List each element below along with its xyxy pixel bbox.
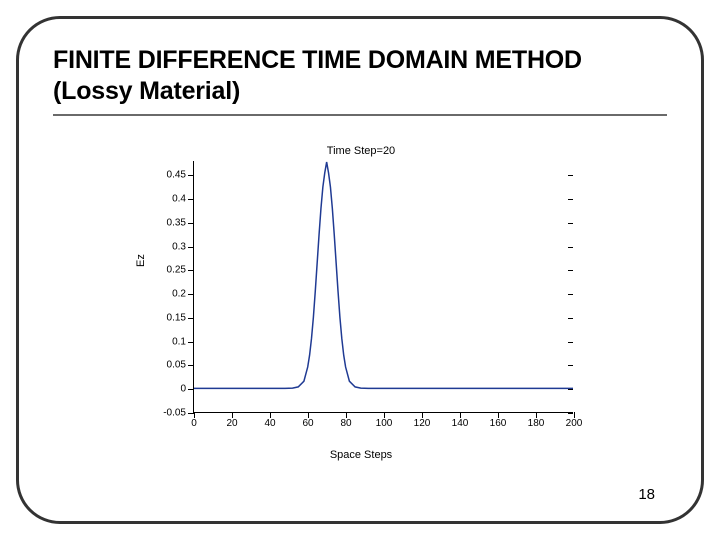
ytick-label: 0.35 bbox=[167, 217, 194, 228]
ytick-label: 0.4 bbox=[172, 194, 194, 205]
slide-title: FINITE DIFFERENCE TIME DOMAIN METHOD (Lo… bbox=[53, 45, 667, 108]
ytick-label: 0.45 bbox=[167, 170, 194, 181]
xtick-label: 100 bbox=[376, 412, 393, 429]
chart: Time Step=20 -0.0500.050.10.150.20.250.3… bbox=[137, 147, 585, 455]
chart-ylabel: Ez bbox=[135, 254, 147, 267]
xtick-label: 60 bbox=[302, 412, 313, 429]
xtick-label: 20 bbox=[226, 412, 237, 429]
xtick-label: 80 bbox=[340, 412, 351, 429]
ytick-label: 0.05 bbox=[167, 360, 194, 371]
ytick-right bbox=[568, 199, 573, 200]
ytick-label: 0.3 bbox=[172, 241, 194, 252]
chart-axes: -0.0500.050.10.150.20.250.30.350.40.4502… bbox=[193, 161, 573, 413]
ytick-right bbox=[568, 270, 573, 271]
ytick-label: -0.05 bbox=[163, 408, 194, 419]
ytick-label: 0.2 bbox=[172, 289, 194, 300]
title-block: FINITE DIFFERENCE TIME DOMAIN METHOD (Lo… bbox=[53, 45, 667, 116]
ytick-right bbox=[568, 175, 573, 176]
slide-frame: FINITE DIFFERENCE TIME DOMAIN METHOD (Lo… bbox=[16, 16, 704, 524]
page-number: 18 bbox=[638, 486, 655, 503]
ytick-right bbox=[568, 389, 573, 390]
ytick-right bbox=[568, 365, 573, 366]
ytick-right bbox=[568, 342, 573, 343]
chart-line-series bbox=[194, 161, 573, 412]
ytick-right bbox=[568, 223, 573, 224]
ytick-right bbox=[568, 247, 573, 248]
xtick-label: 120 bbox=[414, 412, 431, 429]
xtick-label: 180 bbox=[528, 412, 545, 429]
xtick-label: 140 bbox=[452, 412, 469, 429]
xtick-label: 0 bbox=[191, 412, 197, 429]
title-underline bbox=[53, 114, 667, 116]
xtick-label: 40 bbox=[264, 412, 275, 429]
ytick-label: 0.1 bbox=[172, 336, 194, 347]
ytick-right bbox=[568, 294, 573, 295]
xtick-label: 200 bbox=[566, 412, 583, 429]
xtick-label: 160 bbox=[490, 412, 507, 429]
ytick-label: 0.15 bbox=[167, 312, 194, 323]
ytick-label: 0.25 bbox=[167, 265, 194, 276]
chart-title: Time Step=20 bbox=[137, 145, 585, 157]
ytick-right bbox=[568, 318, 573, 319]
chart-xlabel: Space Steps bbox=[137, 449, 585, 461]
ytick-label: 0 bbox=[180, 384, 194, 395]
